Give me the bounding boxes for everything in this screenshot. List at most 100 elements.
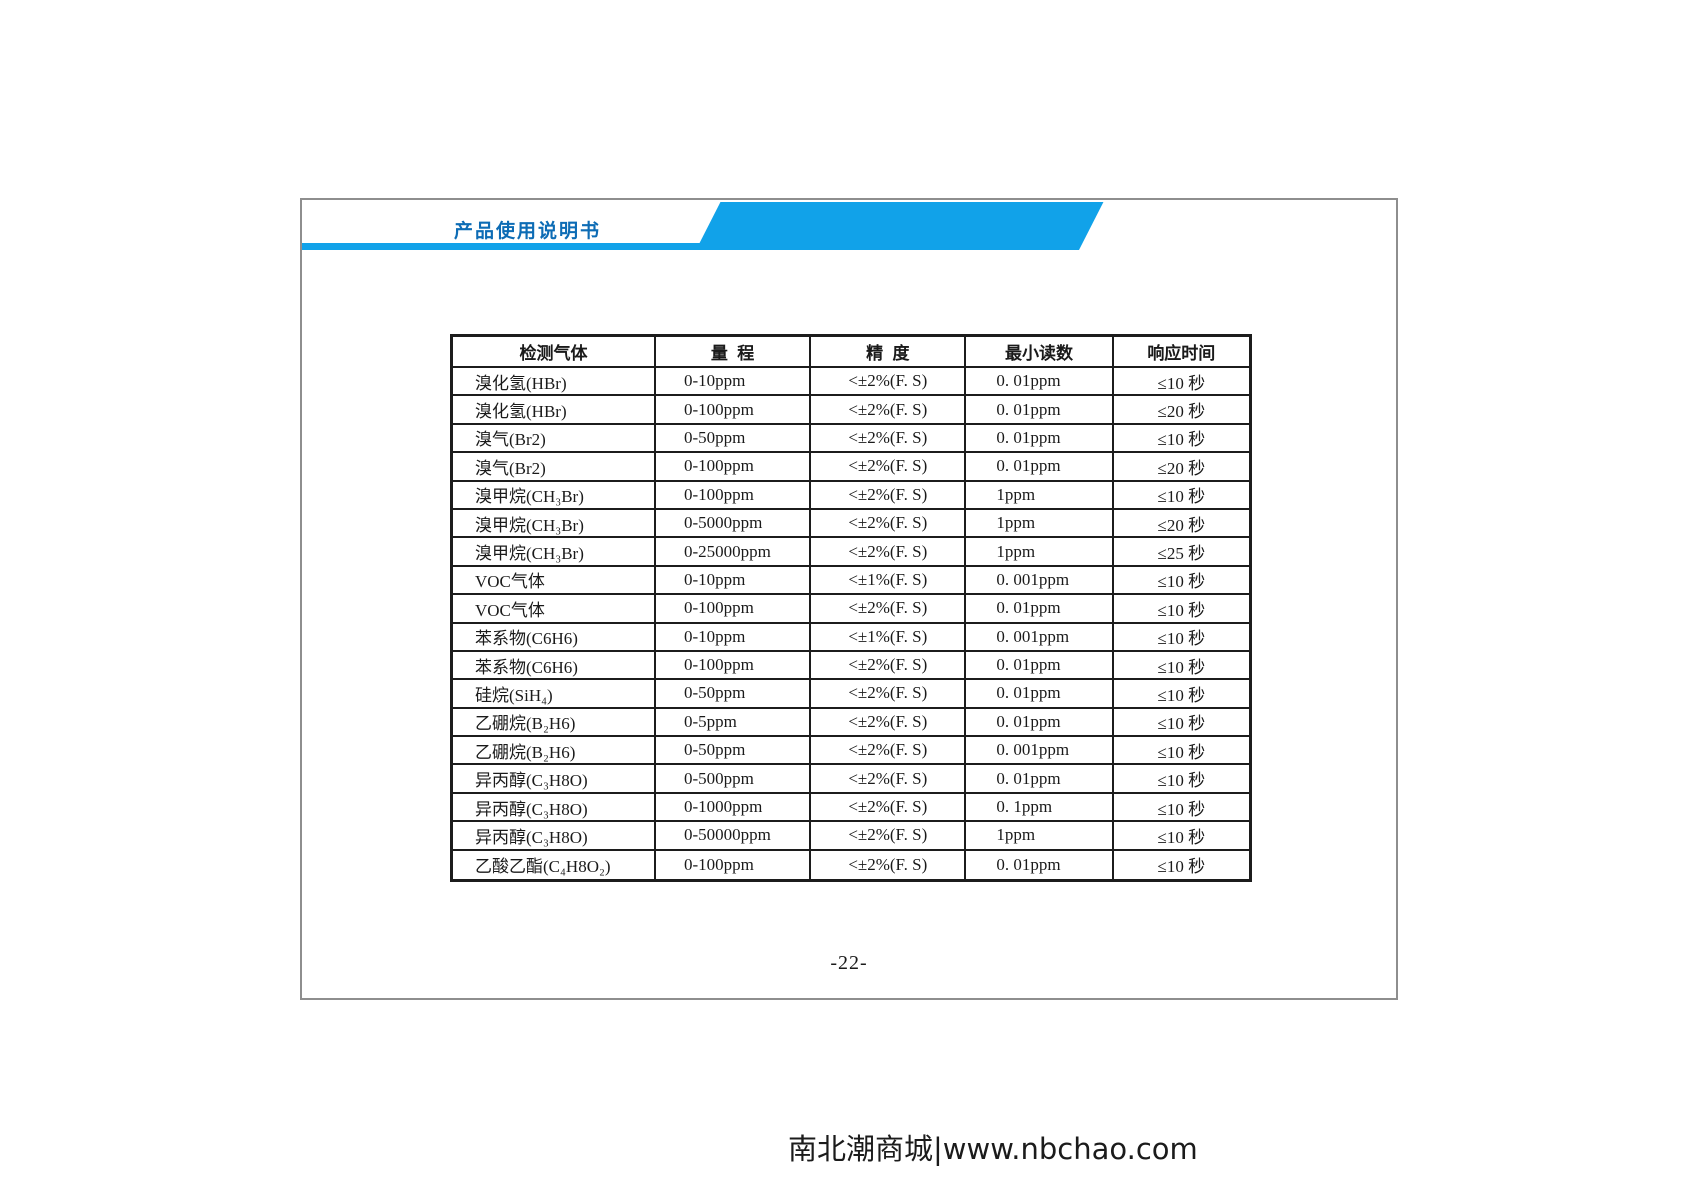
column-header-accuracy: 精 度 (811, 337, 967, 366)
cell-response: ≤10 秒 (1157, 373, 1206, 393)
gas-spec-table: 检测气体量 程精 度最小读数 响应时间 溴化氢(HBr) 0-10ppm <±2%(F.… (450, 334, 1252, 883)
cell-response: ≤10 秒 (1157, 487, 1206, 507)
table-header-row: 检测气体量 程精 度最小读数 响应时间 (453, 337, 1249, 368)
cell-gas: 乙硼烷(B₂H6) (453, 708, 656, 736)
cell-gas: 溴气(Br2) (453, 424, 656, 452)
page-title: 产品使用说明书 (454, 220, 602, 242)
cell-range: 0-100ppm (656, 595, 812, 622)
cell-min_reading: 1ppm (966, 538, 1114, 565)
watermark-text: 南北潮商城|www.nbchao.com (788, 1132, 1198, 1166)
table-row: 溴甲烷(CH₃Br) 0-100ppm <±2%(F. S) 1ppm ≤10 秒 (453, 481, 1249, 510)
cell-range: 0-50ppm (656, 737, 812, 764)
cell-response: ≤25 秒 (1157, 544, 1206, 564)
cell-min_reading: 0. 001ppm (966, 737, 1114, 764)
cell-response: ≤10 秒 (1157, 600, 1206, 620)
cell-accuracy: <±2%(F. S) (811, 737, 967, 764)
cell-min_reading: 0. 01ppm (966, 424, 1114, 452)
cell-response: ≤10 秒 (1157, 572, 1206, 592)
cell-min_reading: 1ppm (966, 822, 1114, 849)
cell-range: 0-100ppm (656, 396, 812, 423)
cell-min_reading: 0. 01ppm (966, 850, 1114, 880)
header-underline-bar (302, 243, 706, 250)
cell-accuracy: <±2%(F. S) (811, 396, 967, 423)
table-row: 溴气(Br2) 0-50ppm <±2%(F. S) 0. 01ppm ≤10 秒 (453, 424, 1249, 454)
column-header-gas: 检测气体 (453, 337, 656, 366)
table-row: 苯系物(C6H6) 0-100ppm <±2%(F. S) 0. 01ppm ≤10 秒 (453, 651, 1249, 681)
cell-range: 0-500ppm (656, 765, 812, 792)
cell-range: 0-10ppm (656, 368, 812, 395)
column-header-min_reading: 最小读数 (966, 337, 1114, 366)
cell-gas: 苯系物(C6H6) (453, 651, 656, 679)
cell-range: 0-50ppm (656, 680, 812, 707)
cell-gas: 乙酸乙酯(C₄H8O₂) (453, 850, 656, 880)
cell-gas: 溴化氢(HBr) (453, 396, 656, 423)
cell-min_reading: 0. 01ppm (966, 453, 1114, 480)
cell-response: ≤20 秒 (1157, 515, 1206, 535)
cell-accuracy: <±2%(F. S) (811, 708, 967, 736)
cell-range: 0-100ppm (656, 453, 812, 480)
cell-gas: 异丙醇(C₃H8O) (453, 822, 656, 849)
table-row: 溴甲烷(CH₃Br) 0-5000ppm <±2%(F. S) 1ppm ≤20 秒 (453, 509, 1249, 539)
cell-range: 0-25000ppm (656, 538, 812, 565)
cell-accuracy: <±2%(F. S) (811, 538, 967, 565)
table-row: VOC气体 0-10ppm <±1%(F. S) 0. 001ppm ≤10 秒 (453, 566, 1249, 596)
cell-accuracy: <±2%(F. S) (811, 424, 967, 452)
cell-response: ≤10 秒 (1157, 827, 1206, 847)
cell-accuracy: <±2%(F. S) (811, 481, 967, 508)
cell-gas: 异丙醇(C₃H8O) (453, 765, 656, 792)
cell-accuracy: <±2%(F. S) (811, 793, 967, 821)
cell-range: 0-10ppm (656, 566, 812, 594)
cell-range: 0-1000ppm (656, 793, 812, 821)
cell-min_reading: 1ppm (966, 481, 1114, 508)
page-number: -22- (830, 952, 868, 974)
cell-min_reading: 0. 1ppm (966, 793, 1114, 821)
cell-accuracy: <±1%(F. S) (811, 623, 967, 650)
cell-response: ≤10 秒 (1157, 685, 1206, 705)
cell-response: ≤10 秒 (1157, 629, 1206, 649)
cell-gas: 溴气(Br2) (453, 453, 656, 480)
table-row: 异丙醇(C₃H8O) 0-50000ppm <±2%(F. S) 1ppm ≤10 秒 (453, 822, 1249, 851)
table-row: 溴化氢(HBr) 0-10ppm <±2%(F. S) 0. 01ppm ≤10 秒 (453, 368, 1249, 397)
cell-range: 0-10ppm (656, 623, 812, 650)
cell-response: ≤10 秒 (1157, 771, 1206, 791)
cell-response: ≤10 秒 (1157, 742, 1206, 762)
cell-response: ≤10 秒 (1157, 714, 1206, 734)
cell-response: ≤10 秒 (1157, 799, 1206, 819)
cell-range: 0-100ppm (656, 481, 812, 508)
cell-gas: 乙硼烷(B₂H6) (453, 737, 656, 764)
cell-range: 0-50000ppm (656, 822, 812, 849)
cell-gas: 硅烷(SiH₄) (453, 680, 656, 707)
cell-min_reading: 0. 01ppm (966, 651, 1114, 679)
cell-accuracy: <±2%(F. S) (811, 850, 967, 880)
table-row: 溴气(Br2) 0-100ppm <±2%(F. S) 0. 01ppm ≤20 秒 (453, 453, 1249, 482)
cell-min_reading: 0. 01ppm (966, 595, 1114, 622)
cell-response: ≤20 秒 (1157, 458, 1206, 478)
cell-gas: VOC气体 (453, 595, 656, 622)
table-row: VOC气体 0-100ppm <±2%(F. S) 0. 01ppm ≤10 秒 (453, 595, 1249, 624)
cell-gas: 苯系物(C6H6) (453, 623, 656, 650)
cell-min_reading: 0. 01ppm (966, 708, 1114, 736)
cell-gas: 溴甲烷(CH₃Br) (453, 481, 656, 508)
table-row: 乙酸乙酯(C₄H8O₂) 0-100ppm <±2%(F. S) 0. 01ppm ≤1… (453, 850, 1249, 880)
cell-accuracy: <±2%(F. S) (811, 680, 967, 707)
cell-response: ≤20 秒 (1157, 402, 1206, 422)
table-row: 乙硼烷(B₂H6) 0-5ppm <±2%(F. S) 0. 01ppm ≤10 秒 (453, 708, 1249, 738)
cell-accuracy: <±2%(F. S) (811, 822, 967, 849)
cell-min_reading: 0. 01ppm (966, 396, 1114, 423)
table-row: 异丙醇(C₃H8O) 0-1000ppm <±2%(F. S) 0. 1ppm ≤10 … (453, 793, 1249, 823)
cell-accuracy: <±2%(F. S) (811, 509, 967, 537)
table-row: 溴化氢(HBr) 0-100ppm <±2%(F. S) 0. 01ppm ≤20 秒 (453, 396, 1249, 425)
cell-range: 0-100ppm (656, 850, 812, 880)
cell-gas: 异丙醇(C₃H8O) (453, 793, 656, 821)
cell-accuracy: <±2%(F. S) (811, 595, 967, 622)
cell-gas: 溴甲烷(CH₃Br) (453, 509, 656, 537)
cell-accuracy: <±2%(F. S) (811, 368, 967, 395)
cell-min_reading: 0. 01ppm (966, 680, 1114, 707)
table-row: 异丙醇(C₃H8O) 0-500ppm <±2%(F. S) 0. 01ppm ≤10 … (453, 765, 1249, 794)
cell-min_reading: 0. 001ppm (966, 566, 1114, 594)
table-row: 硅烷(SiH₄) 0-50ppm <±2%(F. S) 0. 01ppm ≤10 秒 (453, 680, 1249, 709)
cell-accuracy: <±2%(F. S) (811, 765, 967, 792)
table-row: 乙硼烷(B₂H6) 0-50ppm <±2%(F. S) 0. 001ppm ≤10 秒 (453, 737, 1249, 766)
cell-min_reading: 0. 001ppm (966, 623, 1114, 650)
document-page: 产品使用说明书 检测气体量 程精 度最小读数 响应时间 溴化氢(HBr) 0-10pp… (300, 198, 1398, 1000)
